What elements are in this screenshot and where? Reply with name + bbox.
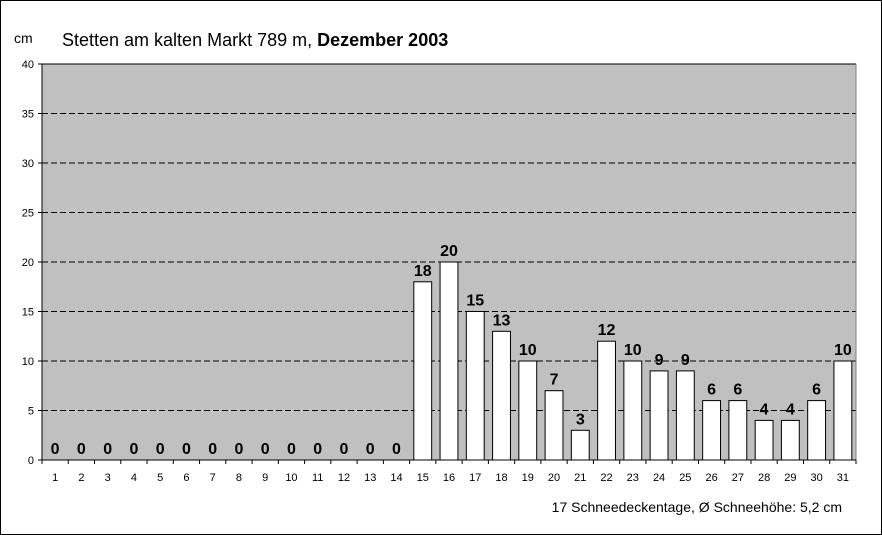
- y-tick-label-0: 0: [28, 455, 34, 467]
- x-tick-label-25: 25: [679, 472, 691, 484]
- data-label-day-2: 0: [77, 441, 86, 458]
- bar-day-21: [570, 429, 590, 461]
- bar-day-25: [675, 370, 695, 461]
- data-label-day-29: 4: [786, 401, 795, 418]
- x-tick-label-17: 17: [469, 472, 481, 484]
- x-tick-label-5: 5: [157, 472, 163, 484]
- data-label-day-1: 0: [51, 441, 60, 458]
- data-label-day-11: 0: [313, 441, 322, 458]
- data-label-day-24: 9: [655, 352, 664, 369]
- x-tick-label-27: 27: [732, 472, 744, 484]
- data-label-day-21: 3: [576, 411, 585, 428]
- y-tick-label-35: 35: [22, 109, 34, 121]
- x-tick-label-1: 1: [52, 472, 58, 484]
- data-label-day-17: 15: [466, 293, 484, 310]
- bar-day-31: [833, 360, 853, 461]
- x-tick-label-3: 3: [105, 472, 111, 484]
- bar-day-15: [413, 281, 433, 461]
- bar-day-16: [439, 261, 459, 461]
- data-label-day-7: 0: [208, 441, 217, 458]
- x-tick-label-19: 19: [522, 472, 534, 484]
- data-label-day-22: 12: [598, 322, 616, 339]
- bar-day-27: [728, 400, 748, 461]
- x-tick-label-13: 13: [364, 472, 376, 484]
- x-tick-label-21: 21: [574, 472, 586, 484]
- bar-day-22: [597, 340, 616, 461]
- x-tick-label-12: 12: [338, 472, 350, 484]
- y-tick-label-20: 20: [22, 257, 34, 269]
- x-tick-label-28: 28: [758, 472, 770, 484]
- x-tick-label-18: 18: [495, 472, 507, 484]
- data-label-day-26: 6: [707, 382, 716, 399]
- data-label-day-3: 0: [103, 441, 112, 458]
- data-label-day-28: 4: [760, 401, 769, 418]
- x-tick-label-7: 7: [210, 472, 216, 484]
- bar-day-24: [649, 370, 669, 461]
- x-tick-label-24: 24: [653, 472, 665, 484]
- chart-footer-summary: 17 Schneedeckentage, Ø Schneehöhe: 5,2 c…: [551, 499, 842, 515]
- data-label-day-19: 10: [519, 342, 537, 359]
- data-label-day-20: 7: [550, 372, 559, 389]
- bar-day-26: [702, 400, 722, 461]
- data-label-day-8: 0: [234, 441, 243, 458]
- x-tick-label-11: 11: [312, 472, 323, 484]
- chart-title: Stetten am kalten Markt 789 m, Dezember …: [62, 30, 448, 51]
- bar-day-28: [754, 419, 774, 461]
- bar-day-17: [465, 311, 485, 461]
- y-axis-unit-label: cm: [14, 30, 33, 46]
- x-tick-label-4: 4: [131, 472, 137, 484]
- data-label-day-14: 0: [392, 441, 401, 458]
- bar-day-30: [807, 400, 827, 461]
- data-label-day-4: 0: [129, 441, 138, 458]
- y-tick-label-40: 40: [22, 59, 34, 71]
- bar-day-23: [623, 360, 643, 461]
- chart-title-location: Stetten am kalten Markt 789 m,: [62, 30, 313, 50]
- data-label-day-16: 20: [440, 243, 458, 260]
- y-tick-label-5: 5: [28, 406, 34, 418]
- data-label-day-25: 9: [681, 352, 690, 369]
- x-tick-label-8: 8: [236, 472, 242, 484]
- x-tick-label-2: 2: [78, 472, 84, 484]
- data-label-day-6: 0: [182, 441, 191, 458]
- x-tick-label-15: 15: [417, 472, 429, 484]
- data-label-day-31: 10: [834, 342, 852, 359]
- x-tick-label-22: 22: [600, 472, 612, 484]
- bar-day-20: [544, 390, 564, 461]
- data-label-day-5: 0: [156, 441, 165, 458]
- bar-day-19: [518, 360, 538, 461]
- data-label-day-13: 0: [366, 441, 375, 458]
- y-tick-label-10: 10: [22, 356, 34, 368]
- x-tick-label-6: 6: [183, 472, 189, 484]
- y-tick-label-15: 15: [22, 307, 34, 319]
- x-tick-label-16: 16: [443, 472, 455, 484]
- data-label-day-15: 18: [414, 263, 432, 280]
- x-tick-label-26: 26: [705, 472, 717, 484]
- data-label-day-12: 0: [340, 441, 349, 458]
- x-tick-label-29: 29: [784, 472, 796, 484]
- x-tick-label-10: 10: [285, 472, 297, 484]
- data-label-day-10: 0: [287, 441, 296, 458]
- data-label-day-27: 6: [733, 382, 742, 399]
- data-label-day-23: 10: [624, 342, 642, 359]
- chart-title-period: Dezember 2003: [317, 30, 449, 50]
- x-tick-label-14: 14: [390, 472, 402, 484]
- data-label-day-18: 13: [493, 312, 511, 329]
- data-label-day-9: 0: [261, 441, 270, 458]
- x-tick-label-23: 23: [627, 472, 639, 484]
- x-tick-label-9: 9: [262, 472, 268, 484]
- y-tick-label-25: 25: [22, 208, 34, 220]
- bar-day-29: [780, 419, 800, 461]
- bar-day-18: [492, 330, 511, 461]
- x-tick-label-31: 31: [837, 472, 849, 484]
- data-label-day-30: 6: [812, 382, 821, 399]
- x-tick-label-30: 30: [810, 472, 822, 484]
- x-tick-label-20: 20: [548, 472, 560, 484]
- y-tick-label-30: 30: [22, 158, 34, 170]
